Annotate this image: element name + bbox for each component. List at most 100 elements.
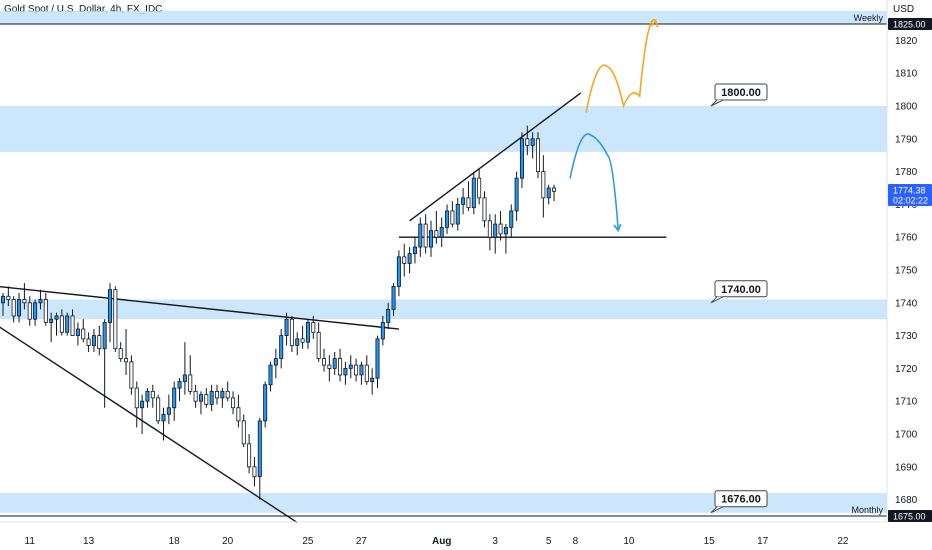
candle-body-up (108, 289, 113, 323)
candle (177, 378, 182, 402)
candle-body-up (359, 364, 364, 376)
price-tag-value: 1675.00 (893, 512, 926, 522)
candle-body-up (54, 315, 59, 320)
candle (332, 352, 337, 375)
candle-body-down (552, 187, 557, 192)
candle (204, 388, 209, 408)
candle (552, 184, 557, 202)
candle (519, 132, 524, 188)
candle (300, 325, 305, 349)
candle-body-up (140, 400, 145, 409)
candle (75, 322, 80, 346)
candle (86, 332, 91, 352)
candle-body-down (541, 171, 546, 199)
candle (124, 329, 129, 375)
candle (375, 335, 380, 389)
candle (81, 319, 86, 343)
candle-body-down (289, 318, 294, 346)
candle (461, 188, 466, 215)
candle-body-up (209, 390, 214, 405)
x-tick-label: 27 (356, 536, 368, 547)
candle-body-down (27, 302, 32, 320)
x-tick-label: Aug (432, 536, 451, 547)
candle-body-down (43, 299, 48, 323)
callouts-layer: 1800.00 1740.00 1676.00 (710, 83, 768, 514)
y-tick-label: 1740 (895, 298, 918, 309)
candle (27, 296, 32, 326)
candle (546, 184, 551, 205)
candle-body-down (466, 197, 471, 209)
candle-body-down (252, 466, 257, 478)
candle-body-down (402, 256, 407, 264)
x-tick-label: 11 (25, 536, 36, 547)
y-tick-label: 1820 (895, 36, 918, 47)
candle (198, 391, 203, 415)
candle-body-up (471, 177, 476, 209)
candle (129, 355, 134, 395)
candle-body-up (375, 338, 380, 379)
x-tick-label: 5 (546, 536, 552, 547)
candle-body-up (503, 226, 508, 235)
candle-body-up (161, 413, 166, 422)
candle-body-down (70, 315, 75, 337)
candle-body-up (263, 384, 268, 422)
candle (43, 292, 48, 326)
candle-body-down (241, 420, 246, 445)
callout-text: 1800.00 (721, 87, 761, 99)
chart-title: Gold Spot / U.S. Dollar, 4h, FX_IDC (4, 4, 163, 15)
candle-body-down (247, 443, 252, 468)
candle-body-up (343, 367, 348, 376)
candle-body-down (124, 358, 129, 363)
candle (284, 312, 289, 346)
candle (241, 414, 246, 448)
candle-body-up (439, 226, 444, 238)
candle-body-up (38, 299, 43, 304)
candle (70, 309, 75, 337)
candle-body-up (0, 295, 6, 304)
candle-body-down (11, 299, 16, 317)
candle (231, 391, 236, 415)
candle-body-up (332, 358, 337, 369)
x-tick-label: 15 (704, 536, 716, 547)
y-tick-label: 1710 (895, 397, 918, 408)
candle (134, 381, 139, 428)
y-tick-label: 1720 (895, 364, 918, 375)
candle-body-down (59, 315, 64, 333)
x-tick-label: 25 (302, 536, 314, 547)
candle (150, 384, 155, 408)
candle (536, 132, 541, 179)
candle (343, 361, 348, 385)
candle (113, 286, 118, 352)
candle-body-up (102, 322, 107, 350)
projection-path-1 (569, 133, 620, 231)
candle (316, 322, 321, 362)
candle-body-up (166, 407, 171, 415)
candle-body-up (348, 364, 353, 369)
candles-layer (0, 125, 557, 500)
candle-body-down (204, 394, 209, 405)
candle-body-up (273, 358, 278, 366)
candle-body-up (305, 322, 310, 343)
y-tick-label: 1810 (895, 69, 918, 80)
x-tick-label: 18 (169, 536, 181, 547)
candle (38, 289, 43, 310)
candle (273, 348, 278, 379)
price-tag-countdown: 02:02:22 (893, 196, 928, 206)
candle-body-down (225, 390, 230, 399)
price-tag-bg (888, 184, 932, 207)
candle-body-up (198, 394, 203, 402)
candle-body-up (412, 246, 417, 254)
candle-body-up (386, 308, 391, 323)
candle-body-up (177, 381, 182, 389)
candle-body-down (423, 223, 428, 248)
candle-body-down (156, 397, 161, 422)
candle-body-up (182, 374, 187, 382)
candle (471, 171, 476, 215)
candle (140, 394, 145, 434)
candle (65, 312, 70, 336)
candle-body-up (396, 256, 401, 287)
candle-body-up (418, 223, 423, 248)
candle-body-up (145, 390, 150, 402)
